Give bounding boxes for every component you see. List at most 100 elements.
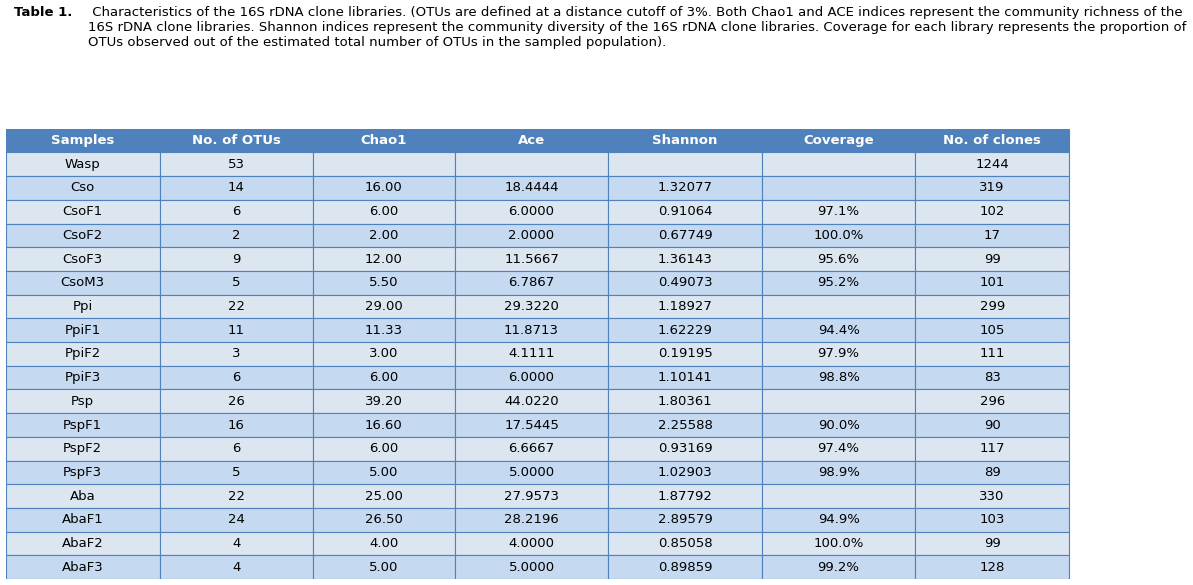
Text: CsoF1: CsoF1	[62, 205, 103, 218]
Text: 17: 17	[984, 229, 1001, 242]
Bar	[762, 555, 915, 579]
Text: 1.18927: 1.18927	[657, 300, 712, 313]
Bar	[762, 437, 915, 460]
Bar	[608, 390, 762, 413]
Text: 1.36143: 1.36143	[657, 253, 712, 266]
Text: 1.62229: 1.62229	[657, 324, 712, 337]
Bar	[915, 295, 1069, 318]
Bar	[455, 437, 608, 460]
Text: 22: 22	[228, 300, 245, 313]
Text: 4: 4	[233, 561, 241, 574]
Text: 6: 6	[233, 371, 241, 384]
Bar	[915, 390, 1069, 413]
Bar	[160, 129, 313, 153]
Text: 102: 102	[979, 205, 1005, 218]
Bar	[455, 508, 608, 532]
Bar	[455, 460, 608, 484]
Text: 1.87792: 1.87792	[657, 490, 712, 503]
Bar	[608, 129, 762, 153]
Text: 0.93169: 0.93169	[657, 442, 712, 455]
Bar	[160, 555, 313, 579]
Text: 27.9573: 27.9573	[503, 490, 560, 503]
Text: 0.49073: 0.49073	[657, 276, 712, 290]
Text: 22: 22	[228, 490, 245, 503]
Text: 90.0%: 90.0%	[817, 418, 860, 432]
Bar	[313, 532, 455, 555]
Text: 0.91064: 0.91064	[657, 205, 712, 218]
Text: 0.89859: 0.89859	[657, 561, 712, 574]
Bar	[160, 460, 313, 484]
Bar	[6, 555, 160, 579]
Text: Ace: Ace	[518, 134, 545, 147]
Text: Table 1.: Table 1.	[14, 6, 73, 19]
Text: 11.5667: 11.5667	[505, 253, 560, 266]
Text: 6: 6	[233, 442, 241, 455]
Bar	[608, 318, 762, 342]
Bar	[608, 247, 762, 271]
Text: 97.1%: 97.1%	[817, 205, 860, 218]
Bar	[915, 342, 1069, 366]
Bar	[762, 223, 915, 247]
Text: 1244: 1244	[976, 158, 1009, 171]
Text: 29.3220: 29.3220	[505, 300, 560, 313]
Bar	[455, 484, 608, 508]
Bar	[762, 271, 915, 295]
Bar	[455, 532, 608, 555]
Text: 3: 3	[231, 347, 241, 360]
Text: 2.0000: 2.0000	[508, 229, 555, 242]
Bar	[6, 318, 160, 342]
Bar	[313, 390, 455, 413]
Bar	[313, 271, 455, 295]
Bar	[6, 532, 160, 555]
Bar	[160, 271, 313, 295]
Bar	[160, 153, 313, 176]
Bar	[762, 342, 915, 366]
Text: 0.85058: 0.85058	[657, 537, 712, 550]
Text: 319: 319	[979, 181, 1005, 194]
Bar	[762, 508, 915, 532]
Text: 6.6667: 6.6667	[508, 442, 555, 455]
Text: Samples: Samples	[51, 134, 115, 147]
Bar	[313, 555, 455, 579]
Bar	[6, 295, 160, 318]
Bar	[6, 200, 160, 223]
Bar	[313, 484, 455, 508]
Bar	[608, 532, 762, 555]
Text: 2.89579: 2.89579	[657, 514, 712, 526]
Text: No. of OTUs: No. of OTUs	[192, 134, 280, 147]
Text: 5: 5	[231, 276, 241, 290]
Text: 1.32077: 1.32077	[657, 181, 712, 194]
Bar	[762, 153, 915, 176]
Bar	[6, 129, 160, 153]
Text: 117: 117	[979, 442, 1005, 455]
Text: 5.00: 5.00	[369, 466, 398, 479]
Text: AbaF3: AbaF3	[62, 561, 104, 574]
Bar	[455, 366, 608, 390]
Bar	[915, 460, 1069, 484]
Bar	[160, 437, 313, 460]
Text: 1.80361: 1.80361	[657, 395, 712, 408]
Text: 4: 4	[233, 537, 241, 550]
Bar	[160, 508, 313, 532]
Text: 11: 11	[228, 324, 245, 337]
Bar	[915, 223, 1069, 247]
Bar	[915, 437, 1069, 460]
Bar	[762, 295, 915, 318]
Bar	[313, 247, 455, 271]
Text: 18.4444: 18.4444	[505, 181, 558, 194]
Bar	[915, 318, 1069, 342]
Text: 103: 103	[979, 514, 1005, 526]
Bar	[160, 247, 313, 271]
Text: 16.00: 16.00	[365, 181, 403, 194]
Bar	[313, 366, 455, 390]
Bar	[160, 366, 313, 390]
Text: 299: 299	[979, 300, 1005, 313]
Text: Aba: Aba	[70, 490, 95, 503]
Bar	[6, 176, 160, 200]
Bar	[915, 413, 1069, 437]
Bar	[455, 223, 608, 247]
Bar	[6, 342, 160, 366]
Text: 24: 24	[228, 514, 245, 526]
Bar	[313, 508, 455, 532]
Text: 1.02903: 1.02903	[657, 466, 712, 479]
